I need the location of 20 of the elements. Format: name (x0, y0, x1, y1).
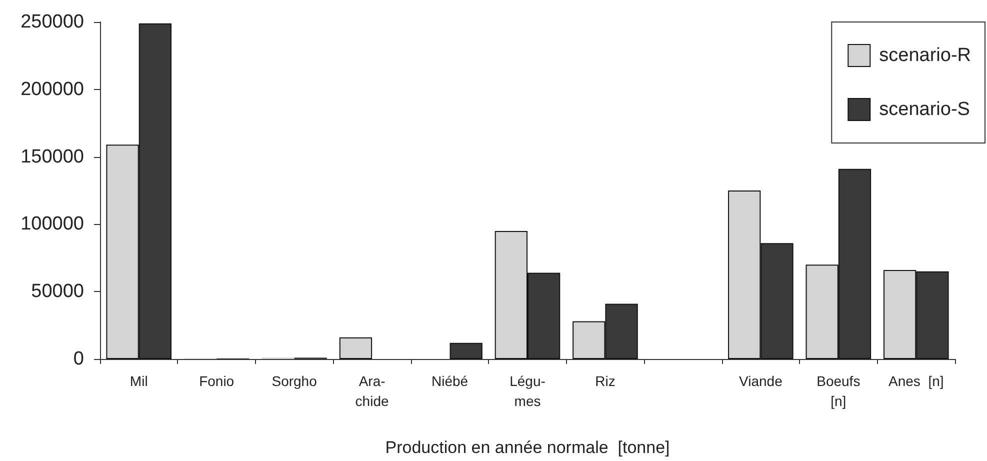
x-tick-label: Ara- chide (355, 373, 389, 409)
x-tick-label: Riz (595, 373, 616, 389)
y-tick-label: 200000 (20, 78, 84, 100)
x-axis-title: Production en année normale [tonne] (385, 438, 670, 457)
x-tick-label: Boeufs [n] (816, 373, 860, 409)
x-tick-label: Anes [n] (888, 373, 944, 389)
y-tick-label: 150000 (20, 146, 84, 168)
x-tick-label: Légu- mes (510, 373, 546, 409)
bar (339, 337, 372, 359)
y-tick-label: 0 (73, 348, 84, 370)
y-tick-label: 50000 (31, 281, 84, 302)
legend-label: scenario-S (879, 99, 970, 120)
x-tick-label: Niébé (431, 373, 468, 389)
legend-label: scenario-R (879, 45, 972, 66)
x-tick-label: Mil (130, 373, 148, 389)
y-tick-label: 250000 (20, 12, 84, 32)
y-tick-label: 100000 (20, 214, 84, 235)
x-tick-label: Viande (739, 373, 783, 389)
x-tick-label: Fonio (199, 373, 234, 389)
x-tick-label: Sorgho (272, 373, 318, 389)
